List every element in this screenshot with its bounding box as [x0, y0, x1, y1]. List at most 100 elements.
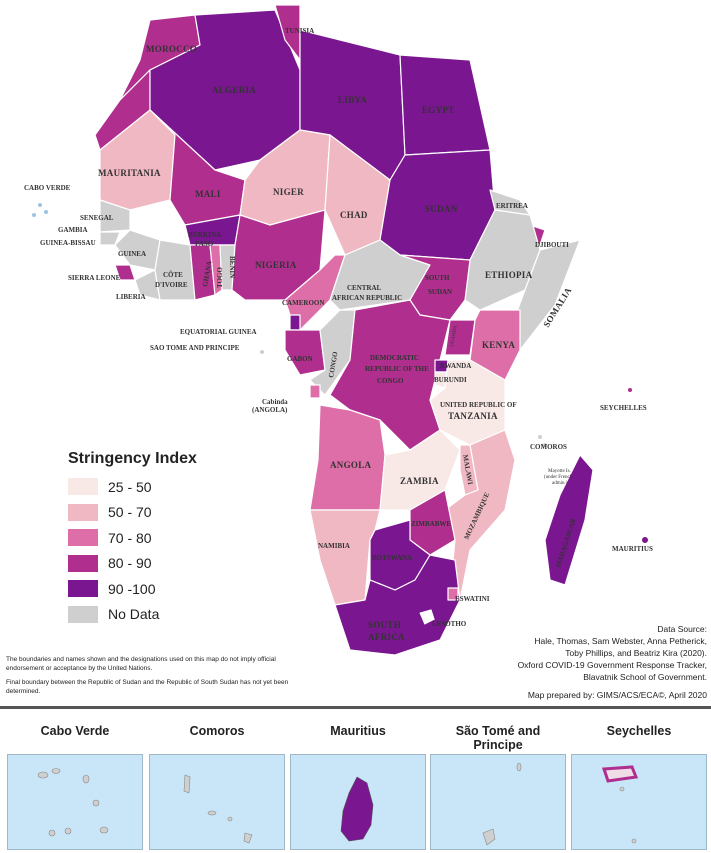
label-kenya: KENYA	[482, 340, 515, 350]
island-seychelles-shape	[601, 765, 639, 783]
label-rwanda: RWANDA	[440, 362, 471, 370]
label-nigeria: NIGERIA	[255, 260, 297, 270]
inset-map	[571, 754, 707, 850]
legend-label: 90 -100	[108, 580, 156, 597]
inset-title: Mauritius	[330, 724, 386, 738]
label-mali: MALI	[195, 189, 221, 199]
inset-sao-tome: São Tomé and Principe	[430, 724, 566, 850]
legend-item: 70 - 80	[68, 525, 197, 551]
label-zimbabwe: ZIMBABWE	[411, 520, 451, 528]
legend-item: 90 -100	[68, 576, 197, 602]
label-egypt: EGYPT	[422, 105, 455, 115]
island-insets: Cabo Verde Comoros	[0, 724, 711, 853]
island-shape	[51, 768, 61, 774]
island-seychelles	[628, 388, 632, 392]
label-seychelles: SEYCHELLES	[600, 404, 647, 412]
label-eritrea: ERITREA	[496, 202, 528, 210]
data-source: Data Source: Hale, Thomas, Sam Webster, …	[407, 623, 707, 701]
label-djibouti: DJIBOUTI	[535, 241, 569, 249]
island-shape	[82, 774, 90, 784]
island-shape	[482, 828, 496, 846]
label-mayotte-line1: Mayotte Is.	[548, 469, 571, 474]
label-tanzania-line2: TANZANIA	[448, 411, 498, 421]
island-comoros	[538, 435, 542, 439]
cabinda	[309, 384, 321, 399]
label-burkina-line1: BURKINA	[188, 231, 221, 239]
legend-item: 25 - 50	[68, 474, 197, 500]
label-drc-line3: CONGO	[377, 377, 404, 385]
africa-map: MOROCCO TUNISIA ALGERIA LIBYA EGYPT MAUR…	[24, 4, 653, 656]
country-south-africa	[334, 554, 461, 656]
label-sierra-leone: SIERRA LEONE	[68, 274, 121, 282]
legend-swatch	[68, 529, 98, 547]
inset-title: Comoros	[189, 724, 245, 738]
island-shape	[92, 799, 100, 807]
inset-map	[290, 754, 426, 850]
island-shape	[619, 786, 625, 792]
legend-label: 50 - 70	[108, 504, 152, 521]
label-comoros: COMOROS	[530, 443, 567, 451]
inset-cabo-verde: Cabo Verde	[7, 724, 143, 850]
label-car-line1: CENTRAL	[347, 284, 382, 292]
inset-title: São Tomé and Principe	[455, 724, 541, 752]
island-shape	[64, 827, 72, 835]
legend-item: No Data	[68, 602, 197, 628]
inset-map	[430, 754, 566, 850]
label-guinea: GUINEA	[118, 250, 146, 258]
label-south-africa-line2: AFRICA	[368, 632, 405, 642]
source-line1: Hale, Thomas, Sam Webster, Anna Petheric…	[534, 636, 707, 646]
label-equatorial-guinea: EQUATORIAL GUINEA	[180, 328, 257, 336]
label-morocco: MOROCCO	[146, 44, 197, 54]
island-shape	[243, 832, 253, 844]
inset-map	[149, 754, 285, 850]
country-zambia	[379, 429, 461, 511]
inset-title: Seychelles	[606, 724, 672, 738]
legend-label: 70 - 80	[108, 529, 152, 546]
island-mauritius-shape	[340, 776, 374, 842]
label-angola: ANGOLA	[330, 460, 372, 470]
label-burundi: BURUNDI	[434, 376, 467, 384]
label-burkina-line2: FASO	[195, 240, 214, 248]
island-shape	[207, 810, 217, 816]
map-canvas: MOROCCO TUNISIA ALGERIA LIBYA EGYPT MAUR…	[24, 4, 653, 656]
country-angola	[309, 404, 386, 511]
legend-title: Stringency Index	[68, 450, 197, 467]
label-cabinda-line2: (ANGOLA)	[252, 406, 288, 414]
label-ethiopia: ETHIOPIA	[485, 270, 533, 280]
island-mayotte	[543, 443, 547, 447]
island-mauritius	[642, 537, 648, 543]
island-shape	[99, 826, 109, 834]
label-mayotte-line2: (under French	[544, 475, 573, 480]
label-eswatini: ESWATINI	[455, 595, 490, 603]
label-chad: CHAD	[340, 210, 368, 220]
label-cabo-verde: CABO VERDE	[24, 184, 71, 192]
label-libya: LIBYA	[338, 95, 367, 105]
label-namibia: NAMIBIA	[318, 542, 350, 550]
inset-svg	[340, 776, 374, 842]
label-cabinda-line1: Cabinda	[262, 398, 288, 406]
country-uganda	[444, 319, 476, 356]
island-shape	[37, 771, 49, 779]
inset-comoros: Comoros	[149, 724, 285, 850]
label-sao-tome: SAO TOME AND PRINCIPE	[150, 344, 240, 352]
inset-svg	[601, 765, 639, 844]
label-algeria: ALGERIA	[212, 85, 256, 95]
legend-swatch	[68, 580, 98, 598]
label-senegal: SENEGAL	[80, 214, 114, 222]
island-shape	[631, 838, 637, 844]
label-cote-line1: CÔTE	[163, 271, 183, 279]
label-tunisia: TUNISIA	[285, 27, 314, 35]
map-prepared-by: Map prepared by: GIMS/ACS/ECA©, April 20…	[527, 690, 707, 700]
inset-svg	[482, 762, 522, 846]
label-togo: TOGO	[216, 267, 224, 288]
label-zambia: ZAMBIA	[400, 476, 439, 486]
country-namibia	[309, 509, 381, 606]
island-sao-tome	[260, 350, 264, 354]
country-equatorial-guinea	[289, 314, 301, 331]
legend-swatch	[68, 554, 98, 572]
legend: Stringency Index 25 - 50 50 - 70 70 - 80 80…	[68, 450, 197, 627]
source-line2: Toby Phillips, and Beatriz Kira (2020).	[565, 648, 707, 658]
label-south-sudan-line2: SUDAN	[428, 288, 452, 296]
label-niger: NIGER	[273, 187, 304, 197]
label-mayotte-line3: admin.)	[552, 481, 568, 486]
